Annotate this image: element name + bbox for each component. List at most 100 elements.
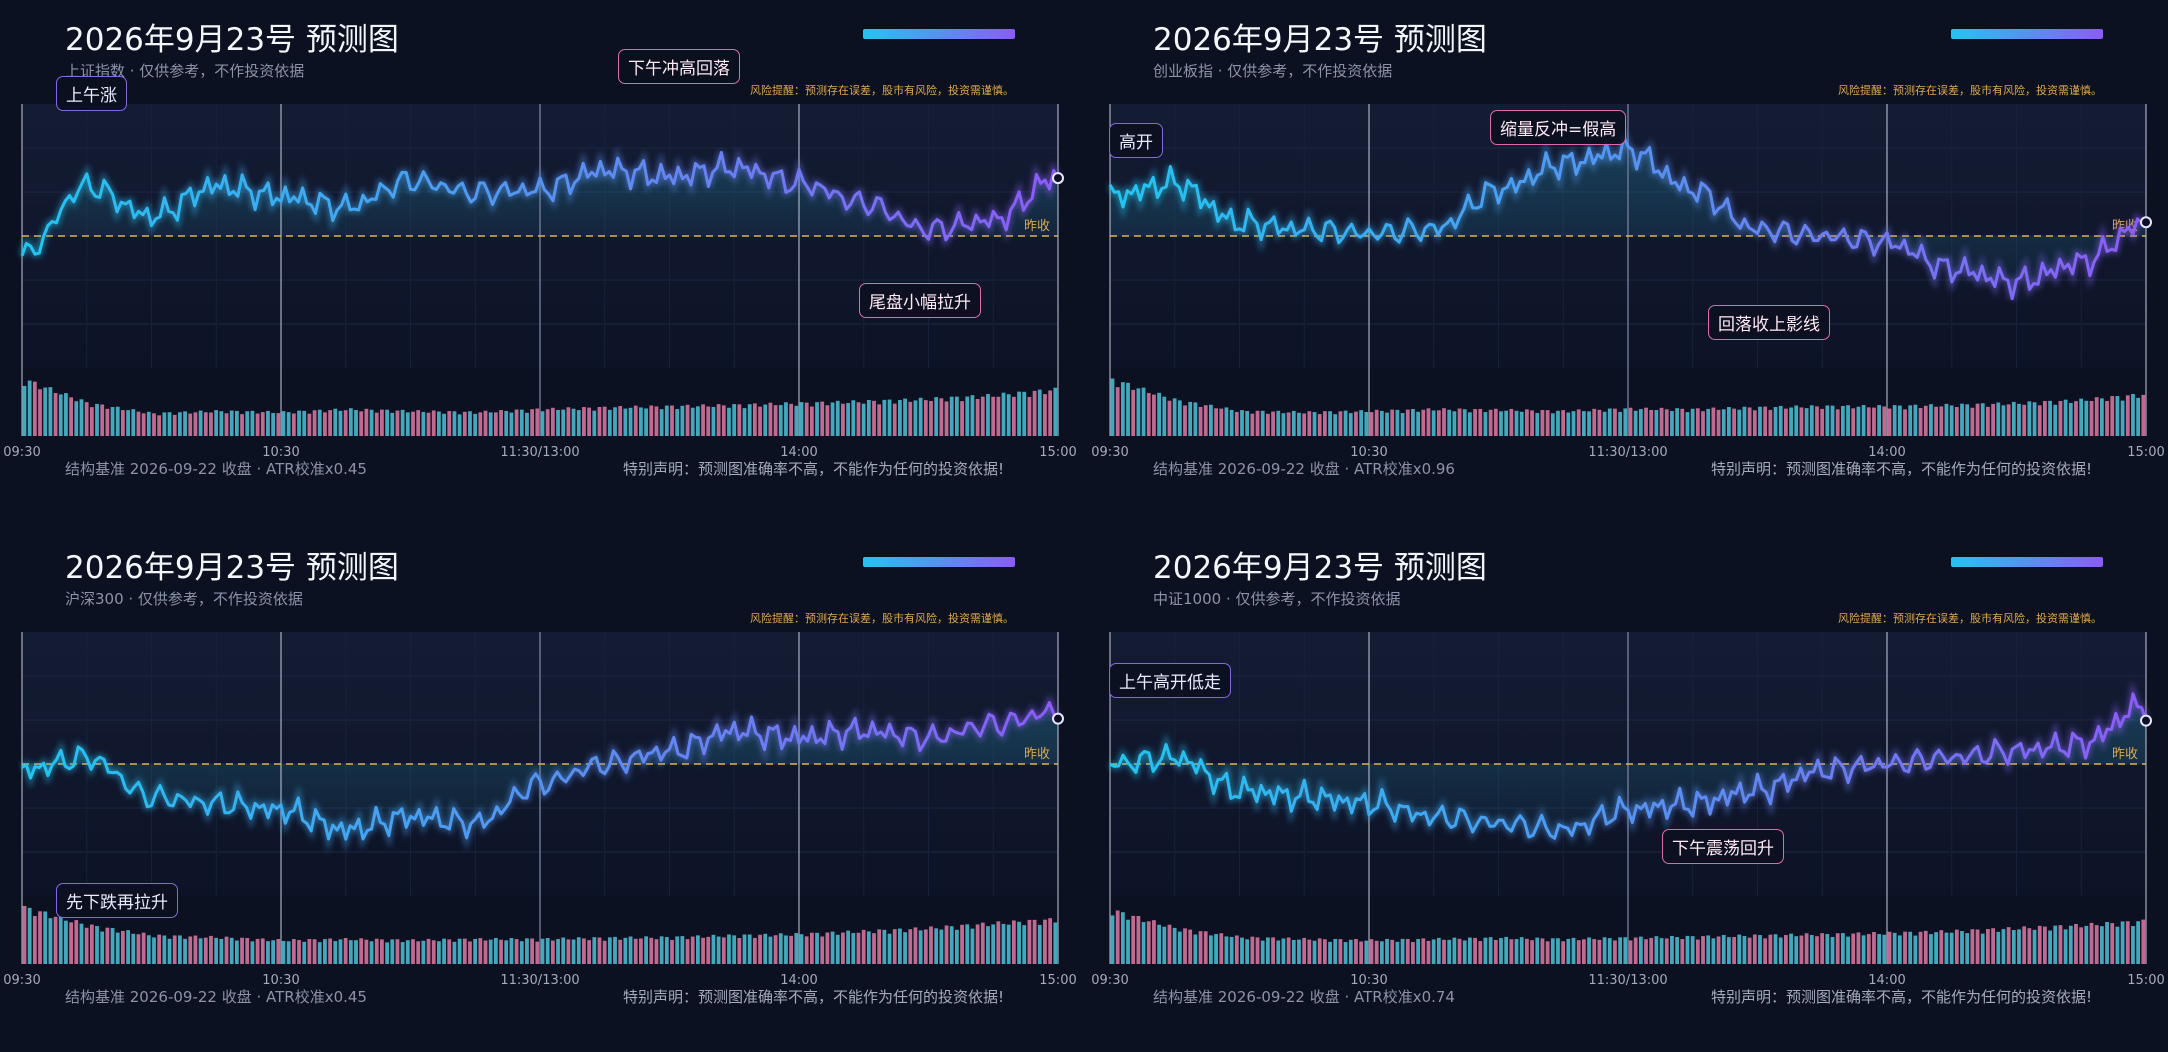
volume-bar [136,934,141,964]
volume-bar [2125,395,2130,436]
volume-bar [1468,937,1472,964]
chart-subtitle: 沪深300 · 仅供参考，不作投资依据 [65,590,303,608]
volume-bar [1390,409,1395,436]
volume-bar [2105,921,2109,964]
volume-bar [727,407,731,436]
volume-bar [960,924,964,964]
volume-bar [721,937,726,964]
volume-bar [519,409,524,436]
volume-bar [768,936,773,964]
volume-bar [2001,405,2006,436]
volume-bar [908,929,913,964]
volume-bar [587,407,591,436]
volume-bar [1571,937,1576,964]
volume-bar [1835,409,1840,436]
volume-bar [2099,398,2104,436]
volume-bar [369,409,374,436]
volume-bar [1037,924,1042,964]
volume-bar [1333,414,1338,436]
volume-bar [1613,940,1617,964]
volume-bar [234,940,239,964]
x-tick-label: 14:00 [1868,973,1905,988]
volume-bar [162,935,167,964]
annotation-tag: 回落收上影线 [1708,305,1830,340]
volume-bar [2006,927,2011,964]
volume-bar [1711,407,1716,436]
volume-bar [411,939,415,964]
volume-bar [1514,939,1519,964]
volume-bar [550,407,555,436]
volume-bar [545,409,550,436]
volume-bar [2110,923,2115,964]
volume-bar [1436,937,1441,964]
volume-bar [478,938,483,964]
volume-bar [1576,409,1581,436]
volume-bar [457,938,462,964]
volume-bar [1763,938,1768,964]
volume-bar [1462,940,1467,964]
volume-bar [2017,403,2021,436]
volume-bar [1918,408,1923,436]
volume-bar [1752,934,1757,964]
volume-bar [732,404,737,436]
volume-bar [1872,931,1876,964]
volume-bar [1328,411,1332,436]
volume-bar [27,380,32,436]
volume-bar [571,408,576,436]
volume-bar [980,922,985,964]
volume-bar [1965,933,1970,964]
volume-bar [908,401,913,436]
volume-bar [664,405,669,436]
volume-bar [556,409,560,436]
volume-bar [1369,939,1374,964]
volume-bar [799,402,804,436]
volume-bar [1571,411,1576,436]
volume-bar [929,400,933,436]
volume-bar [732,935,737,964]
volume-bar [747,404,752,436]
volume-bar [1307,939,1312,964]
volume-bar [1820,933,1825,964]
volume-bar [266,941,270,964]
volume-bar [2043,401,2047,436]
volume-bar [991,924,996,964]
volume-bar [1364,412,1369,436]
x-tick-label: 14:00 [780,973,817,988]
volume-bar [1141,387,1146,436]
volume-bar [701,404,705,436]
volume-bar [1436,410,1441,436]
volume-bar [877,929,882,964]
volume-bar [1778,405,1783,436]
volume-bar [835,400,840,436]
volume-bar [1607,408,1612,436]
volume-bar [1276,410,1281,436]
volume-bar [2084,400,2089,436]
volume-bar [488,939,493,964]
x-tick-label: 10:30 [1350,445,1387,460]
volume-bar [364,939,369,964]
volume-bar [1385,938,1389,964]
volume-bar [820,401,825,436]
volume-bar [141,932,146,964]
volume-bar [618,406,623,436]
volume-bar [1825,405,1830,436]
volume-bar [1229,409,1234,436]
volume-bar [1996,402,2001,436]
volume-bar [105,408,110,436]
chart-panel-csi300: 2026年9月23号 预测图 沪深300 · 仅供参考，不作投资依据 风险提醒：… [0,528,1084,1052]
x-tick-label: 10:30 [262,973,299,988]
volume-bar [794,933,799,964]
volume-bar [1022,925,1027,964]
volume-bar [1649,937,1654,964]
volume-bar [1644,939,1648,964]
x-tick-label: 14:00 [780,445,817,460]
volume-bar [1214,408,1218,436]
volume-bar [1597,939,1602,964]
x-tick-label: 10:30 [262,445,299,460]
volume-bar [545,938,550,964]
volume-bar [923,929,928,964]
price-line [21,701,1060,841]
volume-bar [846,930,850,964]
volume-bar [447,411,452,436]
volume-bar [1944,932,1949,964]
